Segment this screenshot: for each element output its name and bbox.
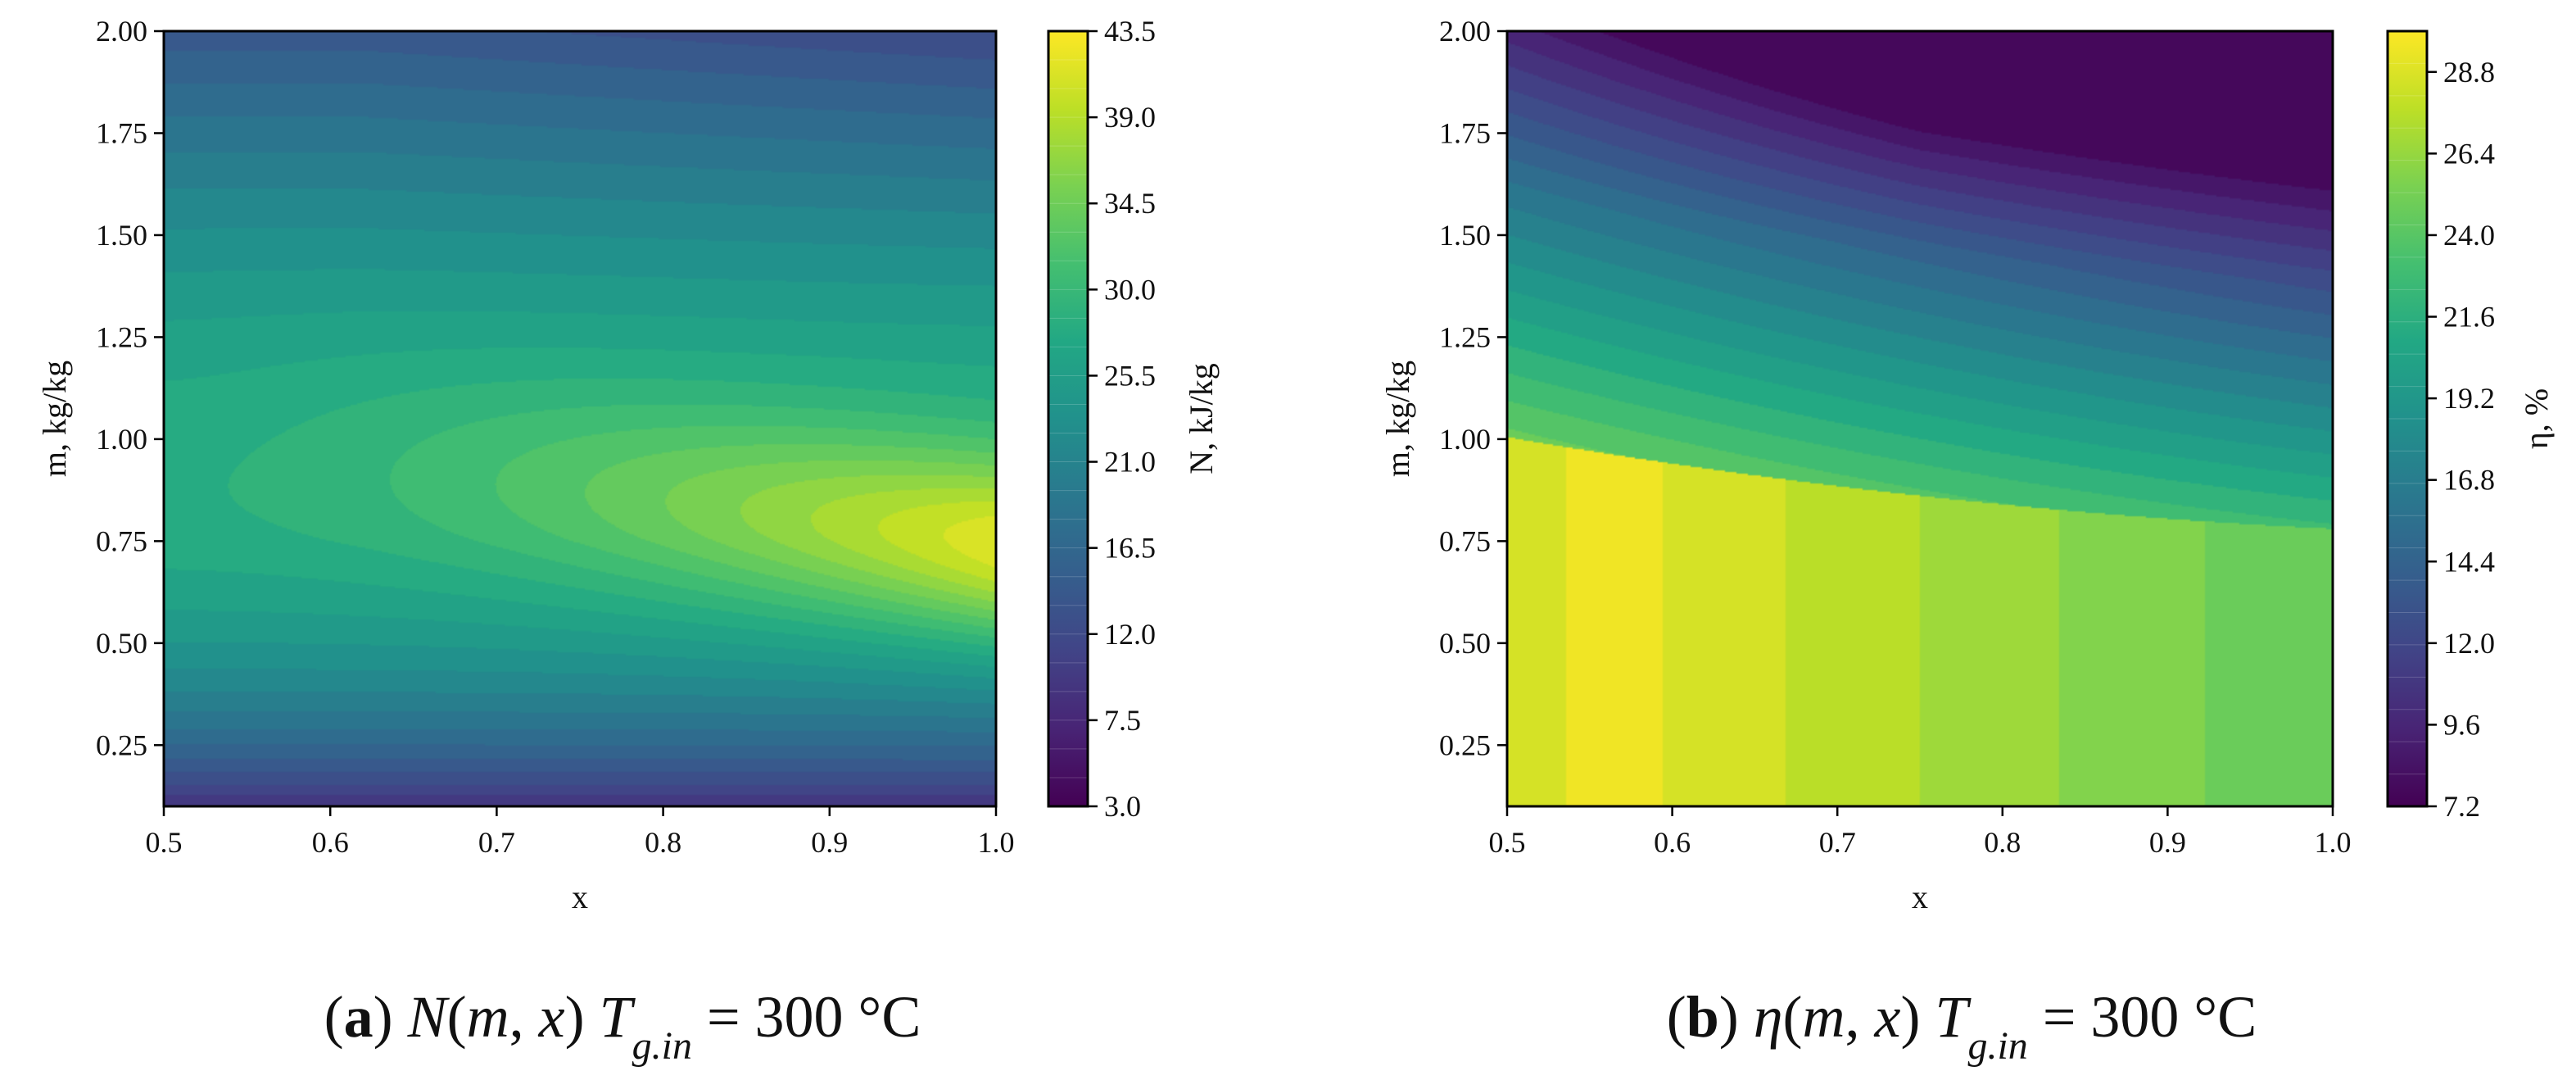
colorbar-tick-label: 14.4: [2443, 545, 2495, 578]
colorbar-tick-label: 7.2: [2443, 790, 2480, 823]
y-tick-label: 1.25: [1439, 320, 1491, 353]
panel-b: 0.5 0.6 0.7 0.8 0.9 1.0 0.25 0.50 0.75 1.00 1.25 1…: [1379, 15, 2555, 1068]
colorbar-tick-label: 16.5: [1104, 532, 1156, 565]
colorbar-label: N, kJ/kg: [1183, 363, 1220, 474]
colorbar-tick-label: 19.2: [2443, 382, 2495, 415]
colorbar-tick-label: 16.8: [2443, 464, 2495, 497]
x-tick-label: 0.9: [2149, 826, 2186, 859]
plot-frame: [1505, 29, 2334, 808]
panel-a: 0.5 0.6 0.7 0.8 0.9 1.0 0.25 0.50 0.75 1.00 1.25 1…: [36, 15, 1220, 1068]
colorbar-tick-label: 28.8: [2443, 56, 2495, 88]
y-tick-label: 0.25: [1439, 728, 1491, 761]
x-tick-label: 0.8: [645, 826, 681, 859]
x-tick-label: 0.5: [1489, 826, 1526, 859]
colorbar-tick-label: 43.5: [1104, 15, 1156, 48]
colorbar-tick-label: 30.0: [1104, 273, 1156, 306]
y-tick-label: 1.75: [1439, 116, 1491, 149]
x-tick-label: 1.0: [978, 826, 1015, 859]
colorbar-tick-label: 24.0: [2443, 219, 2495, 252]
x-tick-label: 0.5: [146, 826, 183, 859]
y-tick-label: 1.50: [96, 219, 147, 252]
contour-field: [164, 31, 996, 806]
x-axis-label: x: [1912, 878, 1928, 915]
y-axis-label: m, kg/kg: [1379, 361, 1416, 477]
colorbar: [2388, 31, 2427, 806]
y-tick-label: 0.50: [96, 627, 147, 660]
x-axis-label: x: [572, 878, 588, 915]
colorbar-tick-label: 21.6: [2443, 301, 2495, 334]
y-tick-label: 1.25: [96, 320, 147, 353]
caption-b: (b) η(m, x) Tg.in = 300 °C: [1667, 984, 2257, 1068]
contour-field: [1507, 31, 2333, 806]
y-axis-label: m, kg/kg: [36, 361, 73, 477]
caption-a: (a) N(m, x) Tg.in = 300 °C: [324, 984, 921, 1068]
y-tick-label: 2.00: [96, 15, 147, 48]
x-tick-label: 0.6: [312, 826, 349, 859]
colorbar-tick-label: 34.5: [1104, 187, 1156, 220]
colorbar-tick-label: 12.0: [1104, 618, 1156, 651]
colorbar-tick-label: 25.5: [1104, 359, 1156, 392]
y-tick-label: 0.25: [96, 728, 147, 761]
colorbar-tick-label: 9.6: [2443, 708, 2480, 741]
colorbar-tick-label: 12.0: [2443, 627, 2495, 660]
colorbar-tick-label: 39.0: [1104, 101, 1156, 134]
y-tick-label: 1.00: [1439, 423, 1491, 456]
y-tick-label: 0.75: [96, 524, 147, 557]
colorbar-tick-label: 21.0: [1104, 446, 1156, 479]
x-tick-label: 0.8: [1984, 826, 2021, 859]
y-tick-label: 1.50: [1439, 219, 1491, 252]
y-tick-label: 1.00: [96, 423, 147, 456]
x-tick-label: 0.9: [811, 826, 848, 859]
y-tick-label: 2.00: [1439, 15, 1491, 48]
x-tick-label: 0.7: [478, 826, 515, 859]
y-tick-label: 0.75: [1439, 524, 1491, 557]
x-tick-label: 1.0: [2315, 826, 2352, 859]
y-tick-label: 0.50: [1439, 627, 1491, 660]
y-tick-label: 1.75: [96, 116, 147, 149]
colorbar-tick-label: 3.0: [1104, 790, 1141, 823]
colorbar-frame: [2386, 29, 2429, 808]
x-tick-label: 0.6: [1654, 826, 1691, 859]
colorbar: [1048, 31, 1088, 806]
plot-frame: [162, 29, 998, 808]
colorbar-label: η, %: [2518, 388, 2555, 449]
colorbar-tick-label: 26.4: [2443, 137, 2495, 170]
colorbar-frame: [1047, 29, 1089, 808]
x-tick-label: 0.7: [1819, 826, 1856, 859]
colorbar-tick-label: 7.5: [1104, 704, 1141, 737]
